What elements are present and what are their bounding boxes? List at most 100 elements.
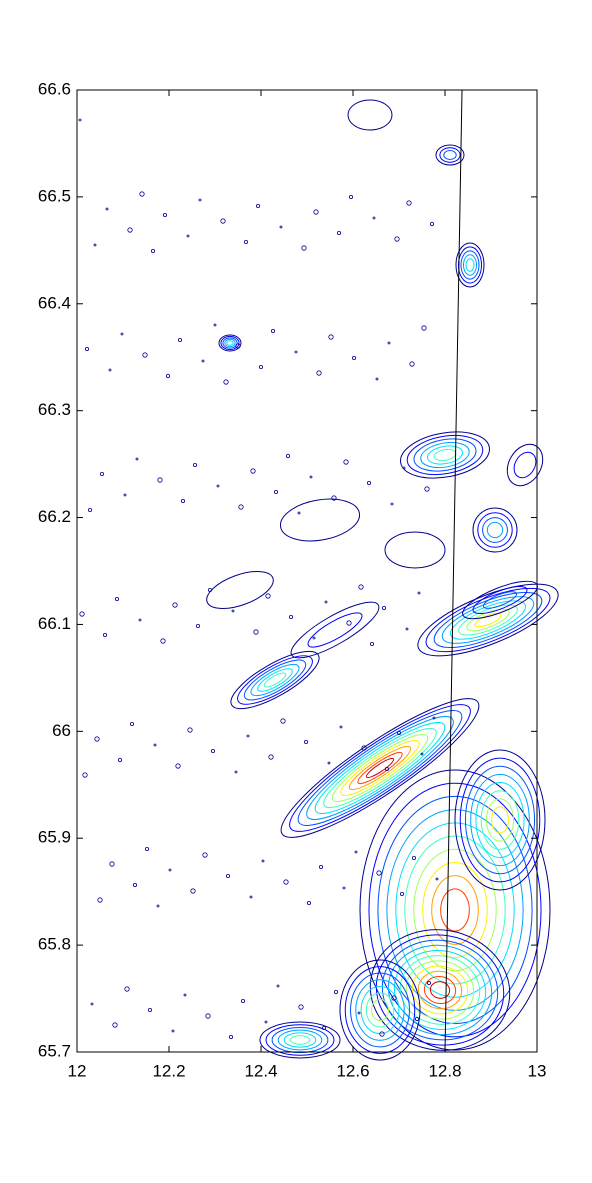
contour-line bbox=[426, 445, 464, 465]
contour-speck bbox=[115, 597, 120, 602]
contour-line bbox=[491, 806, 509, 834]
contour-speck bbox=[333, 990, 338, 995]
contour-line bbox=[470, 773, 530, 867]
contour-speck bbox=[369, 642, 374, 647]
contour-line bbox=[429, 981, 451, 999]
contour-line bbox=[472, 586, 528, 614]
contour-speck bbox=[112, 1022, 118, 1028]
contour-speck bbox=[258, 364, 263, 369]
contour-speck bbox=[124, 986, 130, 992]
contour-speck bbox=[216, 484, 220, 488]
contour-speck bbox=[153, 743, 157, 747]
contour-line bbox=[405, 960, 475, 1020]
contour-line bbox=[482, 517, 508, 543]
contour-line bbox=[289, 704, 471, 832]
contour-line bbox=[371, 998, 389, 1022]
contour-line bbox=[331, 733, 429, 803]
contour-speck bbox=[186, 234, 190, 238]
contour-line bbox=[357, 751, 403, 785]
contour-speck bbox=[118, 758, 123, 763]
contour-line bbox=[384, 531, 446, 569]
contour-line bbox=[506, 443, 544, 487]
contour-line bbox=[307, 612, 363, 648]
contour-speck bbox=[207, 588, 212, 593]
contour-speck bbox=[396, 731, 401, 736]
contour-speck bbox=[94, 736, 100, 742]
contour-speck bbox=[109, 861, 115, 867]
contour-speck bbox=[414, 1017, 419, 1022]
contour-line bbox=[485, 798, 515, 842]
contour-speck bbox=[238, 504, 244, 510]
contour-line bbox=[513, 451, 537, 479]
contour-line bbox=[433, 591, 543, 649]
contour-line bbox=[369, 929, 511, 1051]
contour-speck bbox=[381, 606, 386, 611]
contour-line bbox=[449, 600, 527, 640]
contour-speck bbox=[357, 1011, 361, 1015]
contour-speck bbox=[85, 346, 90, 351]
y-tick-label: 66.1 bbox=[38, 614, 71, 633]
contour-speck bbox=[301, 245, 307, 251]
contour-speck bbox=[231, 609, 235, 613]
contour-speck bbox=[129, 722, 134, 727]
contour-speck bbox=[225, 874, 230, 879]
contour-line bbox=[220, 335, 240, 351]
contour-line bbox=[480, 790, 520, 850]
contour-line bbox=[460, 250, 480, 280]
contour-speck bbox=[144, 847, 149, 852]
contour-line bbox=[344, 966, 416, 1054]
x-tick-label: 12.8 bbox=[428, 1061, 461, 1080]
contour-line bbox=[348, 745, 412, 791]
y-tick-label: 66.3 bbox=[38, 400, 71, 419]
x-tick-label: 12 bbox=[68, 1061, 87, 1080]
contour-line bbox=[400, 431, 490, 479]
contour-line bbox=[475, 782, 525, 858]
contour-speck bbox=[361, 745, 367, 751]
contour-line bbox=[477, 512, 513, 548]
contour-line bbox=[375, 934, 505, 1046]
contour-line bbox=[257, 668, 293, 692]
contour-speck bbox=[168, 868, 172, 872]
contour-line bbox=[472, 507, 518, 553]
contour-line bbox=[259, 1021, 341, 1059]
contour-speck bbox=[82, 772, 88, 778]
contour-speck bbox=[421, 325, 427, 331]
x-tick-label: 12.6 bbox=[336, 1061, 369, 1080]
contour-line bbox=[263, 672, 287, 688]
contour-line bbox=[306, 716, 454, 820]
contour-speck bbox=[105, 207, 109, 211]
contour-line bbox=[290, 601, 380, 659]
contour-speck bbox=[384, 767, 389, 772]
contour-speck bbox=[120, 332, 124, 336]
contour-speck bbox=[343, 459, 349, 465]
y-tick-label: 65.7 bbox=[38, 1041, 71, 1060]
contour-line bbox=[486, 521, 504, 539]
contour-speck bbox=[234, 770, 238, 774]
y-tick-label: 66.5 bbox=[38, 186, 71, 205]
contour-speck bbox=[156, 904, 160, 908]
contour-speck bbox=[243, 239, 248, 244]
x-tick-label: 12.4 bbox=[244, 1061, 277, 1080]
contour-line bbox=[431, 875, 479, 945]
contour-speck bbox=[255, 203, 260, 208]
contour-speck bbox=[108, 368, 112, 372]
contour-speck bbox=[157, 477, 163, 483]
contour-speck bbox=[405, 627, 409, 631]
contour-line bbox=[439, 147, 461, 163]
contour-speck bbox=[100, 471, 105, 476]
contour-line bbox=[289, 1035, 311, 1045]
contour-speck bbox=[376, 870, 382, 876]
contour-speck bbox=[316, 370, 322, 376]
contour-line bbox=[404, 835, 506, 985]
contour-speck bbox=[228, 1035, 233, 1040]
contour-speck bbox=[93, 243, 97, 247]
contour-speck bbox=[339, 725, 343, 729]
contour-speck bbox=[394, 236, 400, 242]
contour-speck bbox=[342, 886, 346, 890]
contour-speck bbox=[195, 624, 200, 629]
x-tick-label: 13 bbox=[528, 1061, 547, 1080]
contour-speck bbox=[79, 611, 85, 617]
contour-line bbox=[441, 596, 535, 644]
contour-speck bbox=[201, 359, 205, 363]
